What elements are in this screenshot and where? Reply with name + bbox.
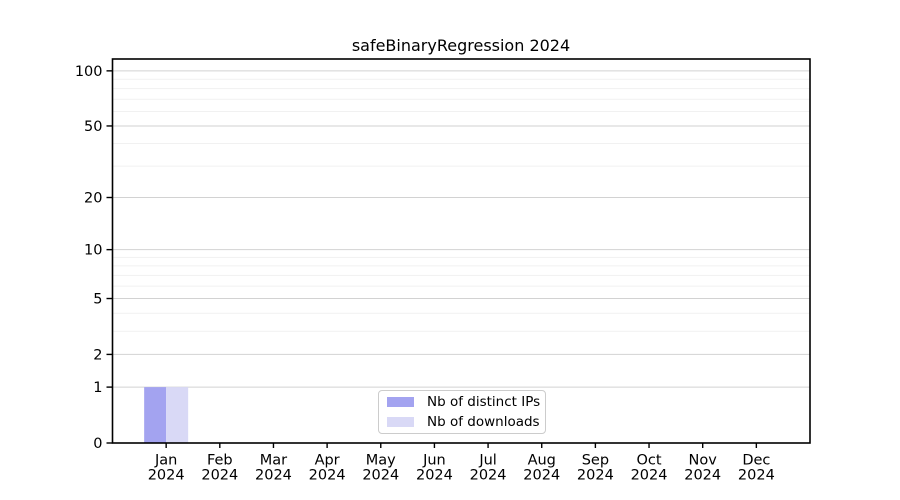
x-tick-label-month: Aug (528, 453, 556, 469)
y-tick-label: 2 (93, 347, 102, 363)
x-tick-label-month: Jun (422, 453, 446, 469)
y-tick-label: 0 (93, 436, 102, 452)
x-tick-label-year: 2024 (309, 468, 346, 484)
x-tick-label-year: 2024 (148, 468, 185, 484)
y-tick-label: 50 (84, 119, 102, 135)
x-tick-label-month: Sep (582, 453, 609, 469)
bar-downloads (166, 387, 189, 443)
x-tick-label-year: 2024 (577, 468, 614, 484)
x-tick-label-month: May (366, 453, 396, 469)
legend-entry-distinct-ips: Nb of distinct IPs (387, 393, 545, 410)
legend-swatch-distinct-ips (387, 397, 414, 407)
bar-distinct-ips (144, 387, 167, 443)
y-tick-label: 100 (75, 64, 103, 80)
x-tick-label-month: Jan (154, 453, 177, 469)
x-tick-label-year: 2024 (684, 468, 721, 484)
y-tick-label: 10 (84, 243, 102, 259)
legend-label-downloads: Nb of downloads (427, 413, 540, 430)
legend-swatch-downloads (387, 417, 414, 427)
x-tick-label-month: Jul (478, 453, 497, 469)
y-tick-label: 1 (93, 380, 102, 396)
x-tick-label-year: 2024 (470, 468, 507, 484)
x-tick-label-month: Oct (636, 453, 661, 469)
x-tick-label-year: 2024 (631, 468, 668, 484)
x-tick-label-year: 2024 (523, 468, 560, 484)
y-tick-label: 20 (84, 191, 102, 207)
legend: Nb of distinct IPs Nb of downloads (378, 390, 546, 434)
chart-title: safeBinaryRegression 2024 (351, 36, 571, 55)
legend-label-distinct-ips: Nb of distinct IPs (427, 393, 541, 410)
x-tick-label-month: Mar (260, 453, 287, 469)
x-tick-label-year: 2024 (201, 468, 238, 484)
x-tick-label-month: Feb (207, 453, 233, 469)
x-tick-label-year: 2024 (362, 468, 399, 484)
x-tick-label-month: Apr (315, 453, 340, 469)
legend-entry-downloads: Nb of downloads (387, 413, 545, 430)
y-tick-label: 5 (93, 292, 102, 308)
x-tick-label-year: 2024 (738, 468, 775, 484)
x-tick-label-year: 2024 (255, 468, 292, 484)
x-tick-label-month: Nov (689, 453, 718, 469)
axes-frame (111, 58, 811, 444)
x-tick-label-year: 2024 (416, 468, 453, 484)
x-tick-label-month: Dec (742, 453, 770, 469)
